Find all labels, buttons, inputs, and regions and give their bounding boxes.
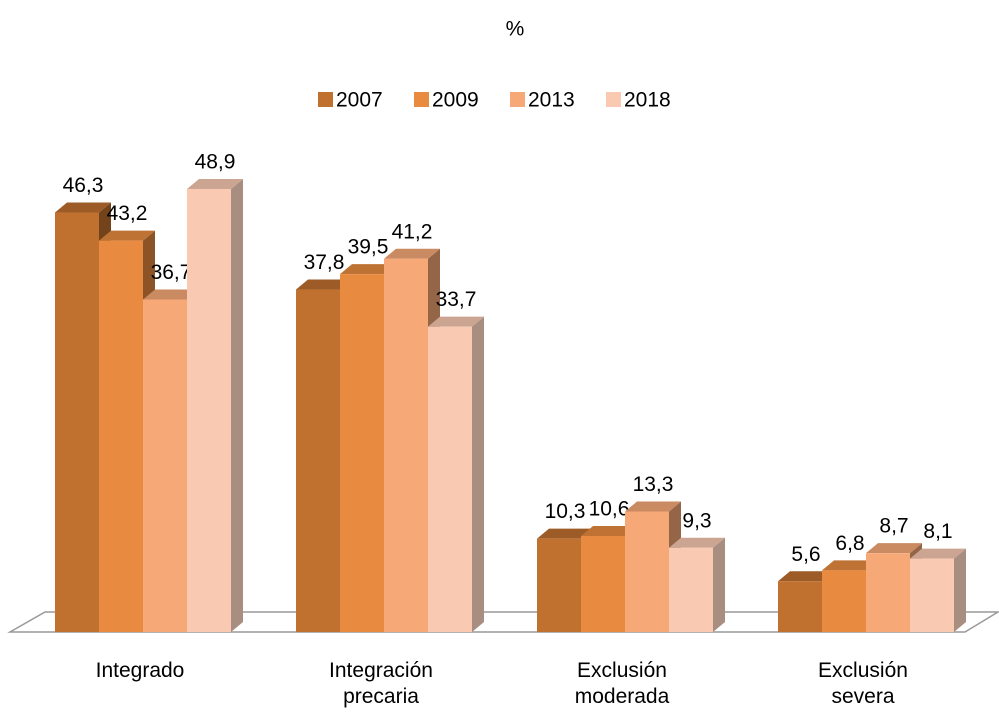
bar-front: [428, 326, 472, 632]
bar: [910, 548, 966, 632]
bar-top: [296, 279, 352, 290]
bar-front: [55, 212, 99, 632]
bar-front: [625, 511, 669, 632]
bar-top: [143, 289, 199, 300]
legend-swatch: [606, 92, 621, 107]
bar-front: [537, 538, 581, 632]
bar-top: [822, 560, 878, 571]
bar-front: [99, 240, 143, 632]
value-label: 39,5: [348, 236, 389, 259]
bar-top: [625, 501, 681, 512]
bar-front: [581, 535, 625, 632]
bar-front: [822, 570, 866, 632]
bar-side: [713, 537, 725, 632]
bar: [669, 537, 725, 632]
bar-side: [954, 548, 966, 632]
legend-swatch: [414, 92, 429, 107]
bar-front: [384, 258, 428, 632]
bar-side: [231, 178, 243, 632]
value-label: 10,6: [589, 498, 630, 521]
bar-top: [428, 316, 484, 327]
bar: [428, 316, 484, 632]
value-label: 9,3: [682, 509, 711, 532]
bar-top: [384, 248, 440, 259]
value-label: 5,6: [791, 543, 820, 566]
value-label: 37,8: [304, 251, 345, 274]
value-label: 8,1: [923, 520, 952, 543]
x-tick-label: Exclusión moderada: [574, 659, 670, 708]
bar-top: [669, 537, 725, 548]
chart-title: %: [506, 18, 525, 41]
bar-top: [581, 525, 637, 536]
value-label: 36,7: [151, 261, 192, 284]
bar-top: [537, 528, 593, 539]
bar-top: [866, 543, 922, 554]
bar-front: [296, 289, 340, 632]
value-label: 43,2: [107, 202, 148, 225]
bar-front: [778, 581, 822, 632]
x-tick-label: Integración precaria: [329, 659, 433, 708]
value-label: 6,8: [835, 532, 864, 555]
value-label: 48,9: [195, 151, 236, 174]
bar-top: [910, 548, 966, 559]
value-label: 8,7: [879, 515, 908, 538]
value-label: 46,3: [63, 174, 104, 197]
legend-swatch: [510, 92, 525, 107]
x-tick-label: Exclusión severa: [818, 659, 908, 708]
value-label: 10,3: [545, 500, 586, 523]
bar-front: [340, 274, 384, 632]
legend-label: 2013: [528, 89, 575, 112]
legend-label: 2007: [336, 89, 383, 112]
legend-label: 2018: [624, 89, 671, 112]
value-label: 13,3: [633, 473, 674, 496]
bar-side: [472, 316, 484, 632]
bar-front: [669, 547, 713, 632]
bar-top: [99, 230, 155, 241]
bar-top: [340, 264, 396, 275]
bar-front: [866, 553, 910, 632]
legend-label: 2009: [432, 89, 479, 112]
bar: [187, 178, 243, 632]
bar-top: [778, 571, 834, 582]
bar-front: [187, 188, 231, 632]
bar-top: [55, 202, 111, 213]
x-tick-label: Integrado: [95, 659, 185, 682]
value-label: 41,2: [392, 220, 433, 243]
bar-front: [143, 299, 187, 632]
value-label: 33,7: [436, 288, 477, 311]
bar-front: [910, 558, 954, 632]
bar-top: [187, 178, 243, 189]
legend-swatch: [318, 92, 333, 107]
